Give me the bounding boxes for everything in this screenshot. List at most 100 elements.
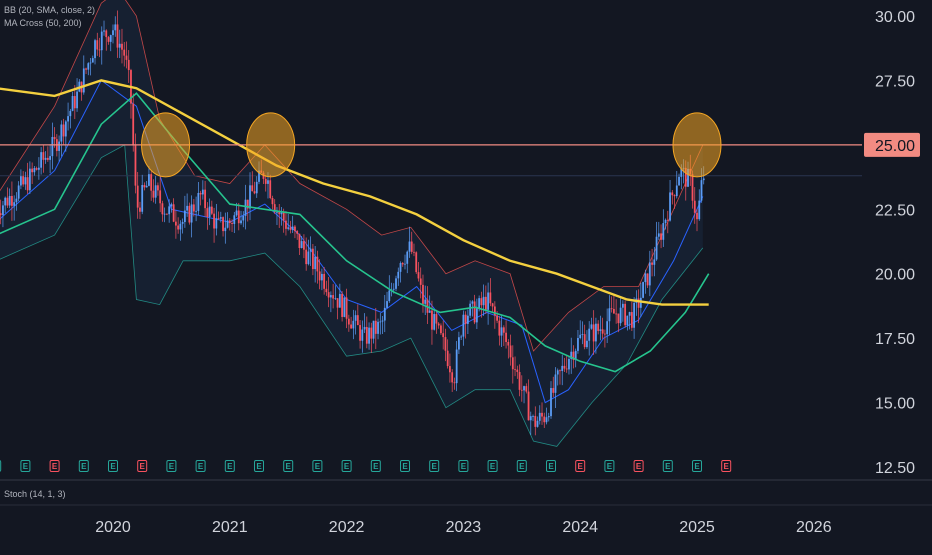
candle-body[interactable] — [446, 350, 449, 367]
candle-body[interactable] — [543, 416, 546, 423]
candle-body[interactable] — [329, 295, 332, 298]
candle-body[interactable] — [502, 327, 505, 333]
candle-body[interactable] — [374, 320, 377, 334]
candle-body[interactable] — [103, 30, 105, 32]
candle-body[interactable] — [228, 220, 231, 224]
candle-body[interactable] — [4, 197, 7, 206]
candle-body[interactable] — [599, 329, 602, 331]
candle-body[interactable] — [318, 271, 321, 281]
candle-body[interactable] — [401, 263, 404, 265]
candle-body[interactable] — [31, 168, 34, 173]
candle-body[interactable] — [417, 272, 420, 279]
candle-body[interactable] — [379, 321, 382, 323]
candle-body[interactable] — [168, 206, 171, 215]
candle-body[interactable] — [693, 200, 696, 213]
candle-body[interactable] — [579, 334, 582, 338]
candle-body[interactable] — [112, 30, 114, 36]
candle-body[interactable] — [592, 324, 595, 342]
candle-body[interactable] — [132, 103, 135, 146]
candle-body[interactable] — [62, 124, 65, 137]
candle-body[interactable] — [422, 284, 424, 304]
candle-body[interactable] — [206, 208, 209, 218]
candle-body[interactable] — [496, 315, 498, 321]
earnings-marker-5[interactable] — [108, 460, 118, 472]
earnings-marker-16[interactable] — [429, 460, 440, 472]
candle-body[interactable] — [491, 303, 494, 307]
candle-body[interactable] — [28, 168, 31, 191]
candle-body[interactable] — [518, 371, 521, 390]
candle-body[interactable] — [637, 298, 640, 308]
candle-body[interactable] — [460, 336, 463, 338]
candle-body[interactable] — [60, 124, 63, 142]
candle-body[interactable] — [359, 325, 361, 341]
candle-body[interactable] — [475, 308, 478, 323]
candle-body[interactable] — [226, 220, 229, 228]
resistance-touch-3[interactable] — [672, 112, 722, 178]
candle-body[interactable] — [604, 333, 606, 335]
candle-body[interactable] — [159, 190, 162, 204]
candle-body[interactable] — [561, 365, 564, 371]
candle-body[interactable] — [458, 337, 460, 350]
candle-body[interactable] — [296, 231, 299, 234]
candle-body[interactable] — [507, 341, 510, 346]
candle-body[interactable] — [608, 308, 611, 322]
candle-body[interactable] — [46, 157, 49, 160]
candle-body[interactable] — [6, 197, 9, 206]
candle-body[interactable] — [289, 227, 292, 230]
candle-body[interactable] — [666, 219, 669, 221]
candle-body[interactable] — [673, 195, 676, 197]
candle-body[interactable] — [451, 372, 454, 383]
earnings-marker-22[interactable] — [604, 460, 615, 472]
candle-body[interactable] — [332, 295, 335, 299]
candle-body[interactable] — [336, 298, 339, 308]
candle-body[interactable] — [671, 192, 674, 196]
candle-body[interactable] — [648, 262, 651, 286]
candle-body[interactable] — [437, 323, 440, 326]
candle-body[interactable] — [291, 226, 294, 230]
candle-body[interactable] — [583, 334, 586, 348]
candle-body[interactable] — [612, 308, 615, 314]
candle-body[interactable] — [98, 49, 101, 51]
candle-body[interactable] — [282, 212, 285, 221]
candle-body[interactable] — [433, 314, 436, 330]
candle-body[interactable] — [480, 298, 483, 306]
candle-body[interactable] — [397, 271, 400, 279]
candle-body[interactable] — [271, 197, 274, 205]
candle-body[interactable] — [323, 273, 326, 289]
candle-body[interactable] — [251, 185, 254, 192]
candle-body[interactable] — [85, 68, 87, 70]
candle-body[interactable] — [177, 225, 180, 230]
ma200-line[interactable] — [0, 79, 709, 306]
candle-body[interactable] — [134, 145, 137, 186]
earnings-marker-24[interactable] — [662, 460, 673, 472]
candle-body[interactable] — [87, 63, 90, 70]
candle-body[interactable] — [617, 313, 620, 324]
candle-body[interactable] — [404, 263, 406, 265]
candle-body[interactable] — [208, 206, 211, 218]
candle-body[interactable] — [484, 296, 487, 310]
candle-body[interactable] — [219, 217, 222, 219]
candle-body[interactable] — [660, 233, 662, 240]
bb-lower-line[interactable] — [0, 144, 704, 447]
candle-body[interactable] — [2, 205, 4, 216]
ma-cross-legend[interactable]: MA Cross (50, 200) — [4, 18, 82, 28]
candle-body[interactable] — [651, 262, 653, 265]
candle-body[interactable] — [669, 192, 671, 221]
candle-body[interactable] — [204, 189, 206, 209]
candle-body[interactable] — [190, 204, 193, 223]
earnings-marker-6[interactable] — [137, 460, 148, 472]
candle-body[interactable] — [109, 35, 112, 42]
candle-body[interactable] — [698, 200, 701, 220]
candle-body[interactable] — [621, 303, 624, 308]
candle-body[interactable] — [280, 212, 283, 215]
earnings-marker-4[interactable] — [78, 460, 89, 472]
candle-body[interactable] — [372, 320, 375, 339]
candle-body[interactable] — [195, 210, 198, 212]
candle-body[interactable] — [64, 121, 67, 137]
candle-body[interactable] — [487, 292, 490, 310]
candle-body[interactable] — [107, 37, 110, 42]
candle-body[interactable] — [619, 307, 622, 324]
candle-body[interactable] — [269, 180, 272, 198]
candle-body[interactable] — [601, 329, 604, 334]
candle-body[interactable] — [527, 391, 530, 421]
